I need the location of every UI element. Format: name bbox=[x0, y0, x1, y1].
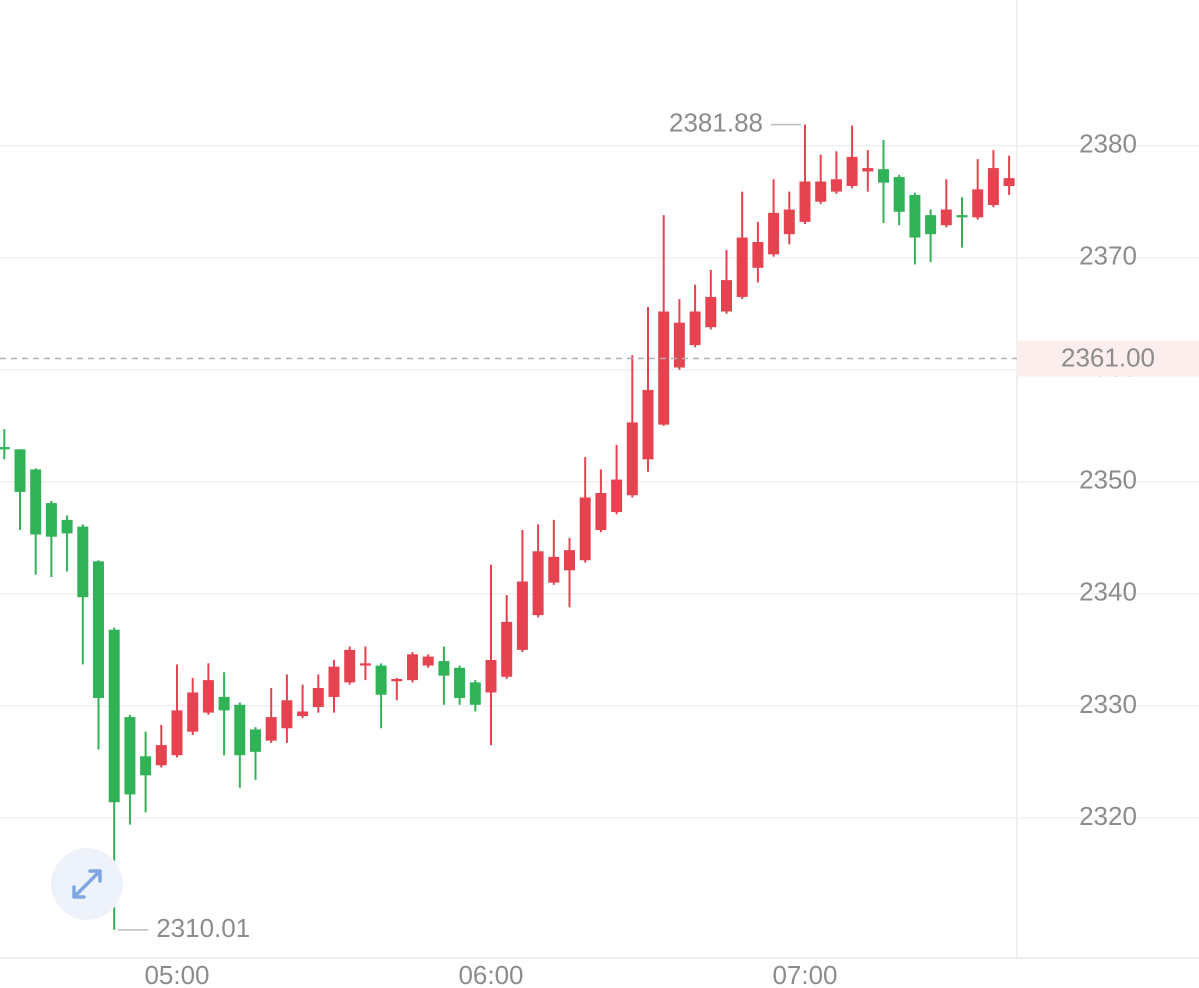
candle-body bbox=[846, 156, 858, 186]
candle-body bbox=[579, 497, 591, 561]
candle-body bbox=[344, 649, 356, 683]
candle-body bbox=[611, 479, 623, 513]
candle-body bbox=[407, 654, 418, 681]
candle-body bbox=[281, 700, 293, 729]
candle-body bbox=[689, 311, 701, 346]
y-tick-label: 2350 bbox=[1079, 465, 1137, 495]
candle-body bbox=[93, 561, 104, 699]
candle-body bbox=[14, 449, 26, 492]
candle-body bbox=[752, 242, 764, 268]
candle-body bbox=[532, 551, 544, 616]
candle-body bbox=[108, 629, 120, 803]
candle-body bbox=[375, 665, 387, 695]
candle-body bbox=[799, 181, 811, 222]
high-label: 2381.88 bbox=[669, 107, 763, 137]
candle-body bbox=[469, 682, 481, 705]
candle-body bbox=[721, 280, 732, 312]
candle-body bbox=[673, 322, 685, 368]
candle-body bbox=[391, 679, 403, 682]
candle-body bbox=[815, 181, 827, 202]
candle-body bbox=[312, 687, 324, 708]
candle-body bbox=[987, 168, 999, 206]
candle-body bbox=[893, 177, 905, 212]
candle-body bbox=[783, 209, 795, 235]
candle-body bbox=[77, 526, 89, 598]
candle-body bbox=[218, 696, 230, 711]
candle-body bbox=[454, 667, 466, 699]
candle-body bbox=[626, 422, 638, 496]
y-tick-label: 2370 bbox=[1079, 241, 1137, 271]
candle-body bbox=[297, 711, 309, 716]
candle-body bbox=[140, 756, 152, 776]
y-tick-label: 2380 bbox=[1079, 129, 1137, 159]
candle-body bbox=[940, 209, 952, 226]
low-label: 2310.01 bbox=[156, 913, 250, 943]
candle-body bbox=[124, 717, 136, 795]
candle-body bbox=[328, 666, 340, 697]
x-tick-label: 07:00 bbox=[772, 960, 837, 988]
candle-body bbox=[187, 692, 199, 732]
candle-body bbox=[234, 704, 246, 756]
candle-body bbox=[642, 389, 654, 460]
candle-body bbox=[548, 556, 560, 583]
candle-body bbox=[438, 661, 450, 676]
candle-body bbox=[30, 469, 42, 535]
candle-body bbox=[501, 621, 513, 677]
candle-body bbox=[422, 656, 434, 666]
candle-body bbox=[595, 493, 607, 530]
candle-body bbox=[171, 710, 183, 756]
candle-body bbox=[909, 194, 921, 238]
candle-body bbox=[0, 447, 10, 450]
candle-body bbox=[202, 680, 214, 713]
y-tick-label: 2320 bbox=[1079, 801, 1137, 831]
y-tick-label: 2340 bbox=[1079, 577, 1137, 607]
candles bbox=[0, 124, 1015, 930]
candle-body bbox=[736, 237, 748, 297]
candle-body bbox=[61, 519, 73, 534]
candle-body bbox=[485, 659, 497, 693]
candle-body bbox=[250, 729, 261, 752]
candle-body bbox=[265, 717, 277, 741]
candle-body bbox=[359, 663, 371, 666]
grid: 232023302340235023602370238005:0006:0007… bbox=[0, 129, 1199, 988]
last-price-box bbox=[1017, 340, 1199, 377]
x-tick-label: 05:00 bbox=[144, 960, 209, 988]
candle-body bbox=[830, 179, 842, 192]
x-tick-label: 06:00 bbox=[458, 960, 523, 988]
candle-body bbox=[878, 169, 889, 183]
y-tick-label: 2330 bbox=[1079, 689, 1137, 719]
candle-body bbox=[1003, 178, 1015, 186]
candle-body bbox=[956, 215, 968, 218]
candle-body bbox=[658, 311, 670, 425]
candle-body bbox=[768, 212, 780, 255]
candle-body bbox=[45, 503, 57, 537]
expand-button[interactable] bbox=[51, 848, 123, 920]
candle-body bbox=[564, 550, 575, 571]
candle-body bbox=[972, 189, 984, 218]
candle-body bbox=[862, 168, 874, 172]
candle-body bbox=[705, 296, 717, 328]
annotations: 2381.88 2310.01 2361.00 bbox=[0, 107, 1199, 943]
candle-body bbox=[155, 745, 167, 766]
last-price-label: 2361.00 bbox=[1061, 342, 1155, 372]
candle-body bbox=[516, 581, 528, 650]
candle-body bbox=[925, 215, 937, 235]
